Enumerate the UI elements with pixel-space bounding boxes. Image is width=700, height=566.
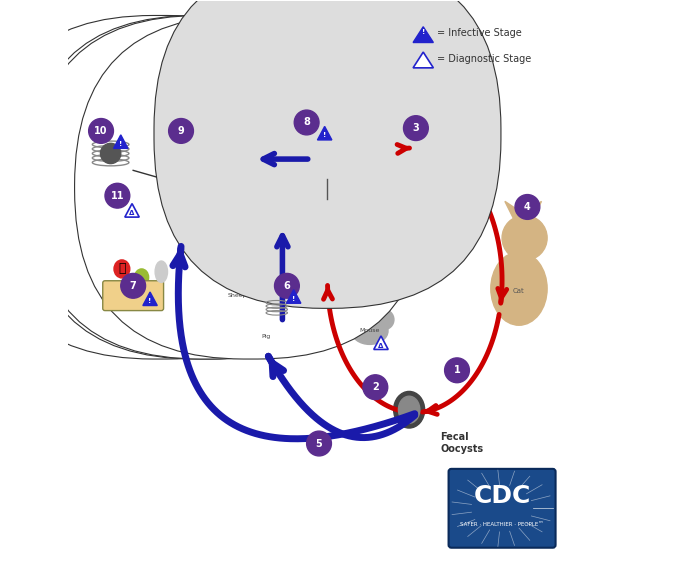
FancyBboxPatch shape: [230, 220, 241, 273]
Text: Δ: Δ: [378, 343, 384, 349]
Circle shape: [374, 310, 394, 330]
Ellipse shape: [340, 258, 377, 286]
Polygon shape: [125, 204, 139, 217]
FancyBboxPatch shape: [32, 15, 384, 359]
FancyBboxPatch shape: [103, 281, 164, 311]
Polygon shape: [374, 336, 388, 349]
Text: = Infective Stage: = Infective Stage: [438, 28, 522, 38]
Text: 7: 7: [130, 281, 136, 291]
FancyBboxPatch shape: [0, 15, 336, 359]
Polygon shape: [286, 290, 301, 303]
Text: !: !: [323, 132, 326, 139]
Text: 11: 11: [111, 191, 124, 201]
FancyBboxPatch shape: [169, 220, 179, 273]
Circle shape: [403, 115, 428, 140]
Circle shape: [294, 110, 319, 135]
Text: 2: 2: [372, 382, 379, 392]
Ellipse shape: [398, 396, 420, 423]
Ellipse shape: [134, 269, 148, 286]
FancyBboxPatch shape: [311, 136, 344, 182]
Text: litter: litter: [126, 293, 141, 298]
Circle shape: [121, 273, 146, 298]
FancyBboxPatch shape: [75, 15, 426, 359]
Circle shape: [270, 304, 301, 336]
FancyBboxPatch shape: [154, 0, 501, 308]
Text: 5: 5: [316, 439, 323, 448]
Text: !: !: [119, 141, 122, 147]
Ellipse shape: [351, 318, 388, 344]
Circle shape: [363, 375, 388, 400]
Polygon shape: [413, 52, 433, 68]
Ellipse shape: [491, 252, 547, 325]
Circle shape: [167, 139, 195, 168]
Ellipse shape: [114, 260, 130, 278]
Text: Tissue
Cysts: Tissue Cysts: [397, 176, 433, 198]
FancyBboxPatch shape: [449, 469, 556, 548]
Circle shape: [89, 118, 113, 143]
Text: Pig: Pig: [261, 334, 270, 339]
Circle shape: [105, 183, 130, 208]
Circle shape: [274, 273, 300, 298]
Ellipse shape: [155, 261, 167, 282]
Text: Cat: Cat: [513, 289, 525, 294]
Text: 10: 10: [94, 126, 108, 136]
Polygon shape: [143, 292, 158, 306]
FancyBboxPatch shape: [182, 220, 193, 273]
Circle shape: [169, 118, 193, 143]
Text: 8: 8: [303, 118, 310, 127]
Circle shape: [515, 195, 540, 220]
Text: 9: 9: [178, 126, 184, 136]
Text: 🍓: 🍓: [118, 263, 125, 276]
Circle shape: [502, 216, 547, 260]
Circle shape: [358, 243, 381, 266]
Text: 4: 4: [524, 202, 531, 212]
Polygon shape: [505, 201, 522, 218]
Circle shape: [444, 358, 470, 383]
FancyBboxPatch shape: [216, 220, 228, 273]
Circle shape: [403, 134, 426, 156]
Ellipse shape: [237, 318, 294, 355]
Ellipse shape: [393, 392, 425, 428]
Polygon shape: [413, 27, 433, 42]
Polygon shape: [317, 126, 332, 140]
Text: Sheep: Sheep: [228, 293, 247, 298]
Text: Fecal
Oocysts: Fecal Oocysts: [440, 432, 483, 454]
Text: 1: 1: [454, 365, 461, 375]
Text: Mouse: Mouse: [360, 328, 380, 333]
Text: 6: 6: [284, 281, 290, 291]
FancyBboxPatch shape: [214, 151, 244, 224]
Text: Bird: Bird: [352, 269, 365, 275]
Text: !: !: [148, 298, 152, 304]
Ellipse shape: [214, 280, 261, 311]
FancyBboxPatch shape: [27, 15, 379, 359]
Circle shape: [215, 139, 243, 168]
Text: Δ: Δ: [130, 211, 134, 217]
Text: !: !: [292, 296, 295, 302]
Text: !: !: [421, 29, 425, 35]
Circle shape: [307, 431, 331, 456]
Text: 3: 3: [412, 123, 419, 133]
Polygon shape: [527, 201, 542, 218]
Text: SAFER · HEALTHIER · PEOPLE™: SAFER · HEALTHIER · PEOPLE™: [460, 521, 544, 526]
Text: = Diagnostic Stage: = Diagnostic Stage: [438, 54, 531, 64]
Polygon shape: [113, 135, 128, 148]
Circle shape: [101, 143, 121, 164]
FancyBboxPatch shape: [167, 151, 196, 224]
Text: CDC: CDC: [473, 484, 531, 508]
Circle shape: [240, 261, 268, 290]
